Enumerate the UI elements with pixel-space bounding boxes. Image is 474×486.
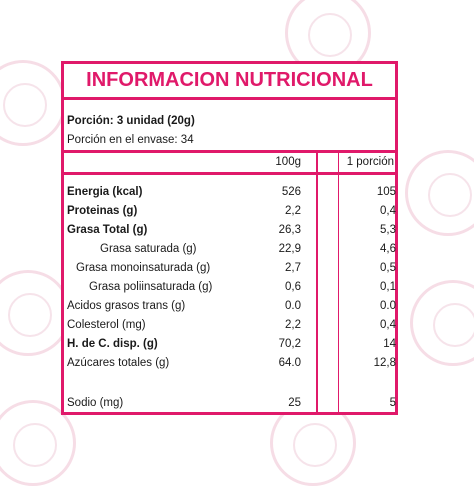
column-header-portion: 1 porción (346, 156, 394, 168)
serving-divider (64, 150, 395, 153)
row-value-100g: 0,6 (285, 281, 301, 293)
header-divider (64, 172, 395, 175)
row-label: Sodio (mg) (67, 397, 124, 409)
row-value-100g: 2,2 (285, 319, 301, 331)
row-label: Grasa monoinsaturada (g) (76, 262, 211, 274)
row-value-portion: 4,6 (380, 243, 396, 255)
row-value-portion: 12,8 (373, 357, 396, 369)
row-label: Grasa poliinsaturada (g) (89, 281, 213, 293)
row-value-portion: 105 (376, 186, 396, 198)
row-value-portion: 0,1 (380, 281, 396, 293)
stamp-logo-icon (405, 150, 474, 236)
nutrition-table: INFORMACION NUTRICIONAL Porción: 3 unida… (61, 61, 398, 415)
row-value-100g: 2,2 (285, 205, 301, 217)
row-value-100g: 25 (288, 397, 301, 409)
column-divider-1 (316, 150, 318, 412)
stamp-logo-icon (410, 280, 474, 366)
row-value-portion: 0,5 (380, 262, 396, 274)
title-divider (64, 97, 395, 100)
row-value-portion: 0,4 (380, 319, 396, 331)
row-value-portion: 0.0 (380, 300, 396, 312)
row-value-100g: 26,3 (278, 224, 301, 236)
row-value-100g: 2,7 (285, 262, 301, 274)
row-label: Grasa Total (g) (67, 224, 148, 236)
row-value-100g: 64.0 (278, 357, 301, 369)
row-value-portion: 5,3 (380, 224, 396, 236)
row-label: Azúcares totales (g) (67, 357, 170, 369)
row-value-portion: 0,4 (380, 205, 396, 217)
row-label: Colesterol (mg) (67, 319, 146, 331)
row-value-100g: 22,9 (278, 243, 301, 255)
row-value-100g: 0.0 (285, 300, 301, 312)
row-label: Grasa saturada (g) (100, 243, 197, 255)
row-label: Acidos grasos trans (g) (67, 300, 186, 312)
row-label: H. de C. disp. (g) (67, 338, 158, 350)
servings-per-package: Porción en el envase: 34 (67, 134, 194, 146)
serving-size: Porción: 3 unidad (20g) (67, 115, 195, 127)
row-value-100g: 70,2 (278, 338, 301, 350)
row-value-portion: 5 (389, 397, 396, 409)
row-label: Proteinas (g) (67, 205, 138, 217)
row-value-100g: 526 (281, 186, 301, 198)
column-divider-2 (338, 150, 339, 412)
stamp-logo-icon (0, 60, 66, 146)
column-header-100g: 100g (275, 156, 301, 168)
table-title: INFORMACION NUTRICIONAL (86, 69, 373, 91)
row-value-portion: 14 (383, 338, 396, 350)
row-label: Energia (kcal) (67, 186, 143, 198)
